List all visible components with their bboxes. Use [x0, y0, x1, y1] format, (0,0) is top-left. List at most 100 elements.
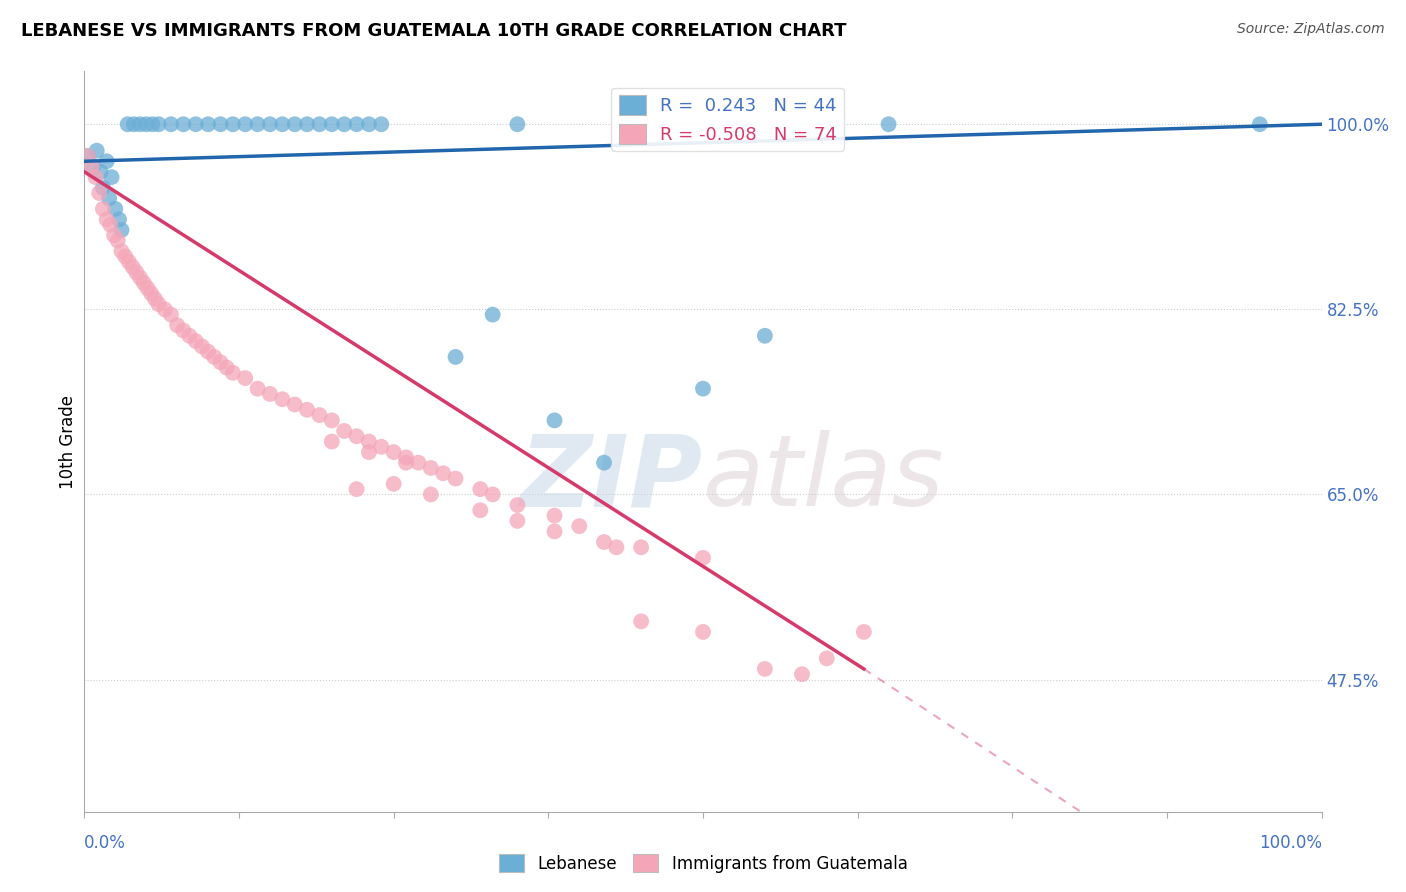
Point [259, 117, 281, 131]
Point [444, 350, 467, 364]
Legend: Lebanese, Immigrants from Guatemala: Lebanese, Immigrants from Guatemala [492, 847, 914, 880]
Point [308, 408, 330, 422]
Point [96, 212, 118, 227]
Point [148, 117, 170, 131]
Point [89, 165, 111, 179]
Point [141, 117, 163, 131]
Point [295, 402, 318, 417]
Point [222, 117, 245, 131]
Point [129, 270, 152, 285]
Point [84, 170, 107, 185]
Point [506, 498, 529, 512]
Point [346, 429, 368, 443]
Point [91, 202, 114, 216]
Point [89, 186, 111, 200]
Point [172, 117, 194, 131]
Point [160, 117, 183, 131]
Point [259, 387, 281, 401]
Point [86, 144, 108, 158]
Text: 0.0%: 0.0% [84, 834, 127, 852]
Point [321, 434, 343, 449]
Legend: R =  0.243   N = 44, R = -0.508   N = 74: R = 0.243 N = 44, R = -0.508 N = 74 [612, 87, 844, 151]
Point [284, 117, 307, 131]
Point [197, 344, 219, 359]
Point [121, 260, 143, 274]
Point [754, 328, 776, 343]
Point [370, 117, 392, 131]
Point [148, 297, 170, 311]
Point [246, 117, 269, 131]
Point [593, 456, 616, 470]
Point [108, 212, 131, 227]
Point [593, 535, 616, 549]
Point [852, 624, 875, 639]
Point [202, 350, 225, 364]
Point [96, 154, 118, 169]
Point [346, 117, 368, 131]
Text: Source: ZipAtlas.com: Source: ZipAtlas.com [1237, 22, 1385, 37]
Point [271, 392, 294, 407]
Point [790, 667, 813, 681]
Point [91, 180, 114, 194]
Point [295, 117, 318, 131]
Point [132, 276, 155, 290]
Point [129, 117, 152, 131]
Point [104, 202, 127, 216]
Y-axis label: 10th Grade: 10th Grade [59, 394, 77, 489]
Point [166, 318, 188, 333]
Point [246, 382, 269, 396]
Point [136, 281, 159, 295]
Point [543, 524, 565, 539]
Point [333, 117, 356, 131]
Point [506, 514, 529, 528]
Point [605, 541, 627, 555]
Point [444, 471, 467, 485]
Point [110, 244, 132, 259]
Point [135, 117, 157, 131]
Point [191, 339, 214, 353]
Point [419, 487, 441, 501]
Point [80, 160, 103, 174]
Point [432, 467, 454, 481]
Point [209, 355, 232, 369]
Point [370, 440, 392, 454]
Point [543, 508, 565, 523]
Point [308, 117, 330, 131]
Point [271, 117, 294, 131]
Point [122, 117, 145, 131]
Point [118, 254, 141, 268]
Text: 100.0%: 100.0% [1258, 834, 1322, 852]
Point [419, 461, 441, 475]
Point [543, 413, 565, 427]
Text: LEBANESE VS IMMIGRANTS FROM GUATEMALA 10TH GRADE CORRELATION CHART: LEBANESE VS IMMIGRANTS FROM GUATEMALA 10… [21, 22, 846, 40]
Point [117, 117, 139, 131]
Point [470, 482, 492, 496]
Point [395, 450, 418, 465]
Point [110, 223, 132, 237]
Point [107, 234, 129, 248]
Point [692, 624, 714, 639]
Point [98, 191, 121, 205]
Point [877, 117, 900, 131]
Point [382, 476, 405, 491]
Point [630, 615, 652, 629]
Point [506, 117, 529, 131]
Point [233, 371, 256, 385]
Point [160, 308, 183, 322]
Point [172, 324, 194, 338]
Point [481, 308, 503, 322]
Point [143, 292, 166, 306]
Point [284, 397, 307, 411]
Point [346, 482, 368, 496]
Text: ZIP: ZIP [520, 430, 703, 527]
Point [333, 424, 356, 438]
Point [179, 328, 201, 343]
Point [568, 519, 591, 533]
Point [100, 170, 122, 185]
Point [82, 160, 104, 174]
Point [754, 662, 776, 676]
Point [77, 149, 100, 163]
Point [321, 117, 343, 131]
Point [815, 651, 838, 665]
Point [153, 302, 176, 317]
